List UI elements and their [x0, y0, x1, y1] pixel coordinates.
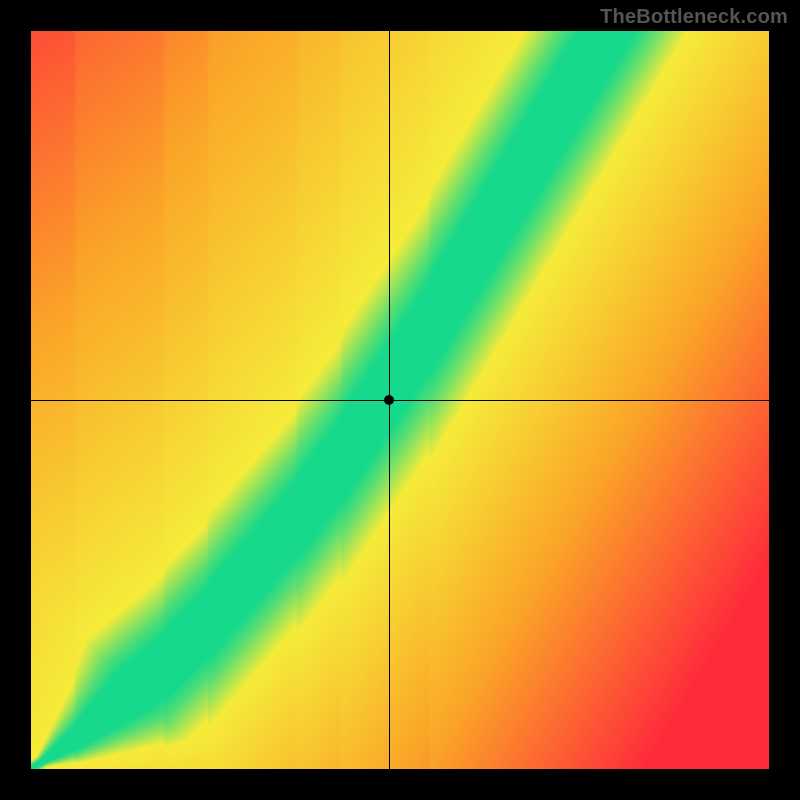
heatmap-plot [31, 31, 769, 769]
analysis-point-marker [384, 395, 394, 405]
crosshair-horizontal [31, 400, 769, 401]
watermark-text: TheBottleneck.com [600, 6, 788, 29]
